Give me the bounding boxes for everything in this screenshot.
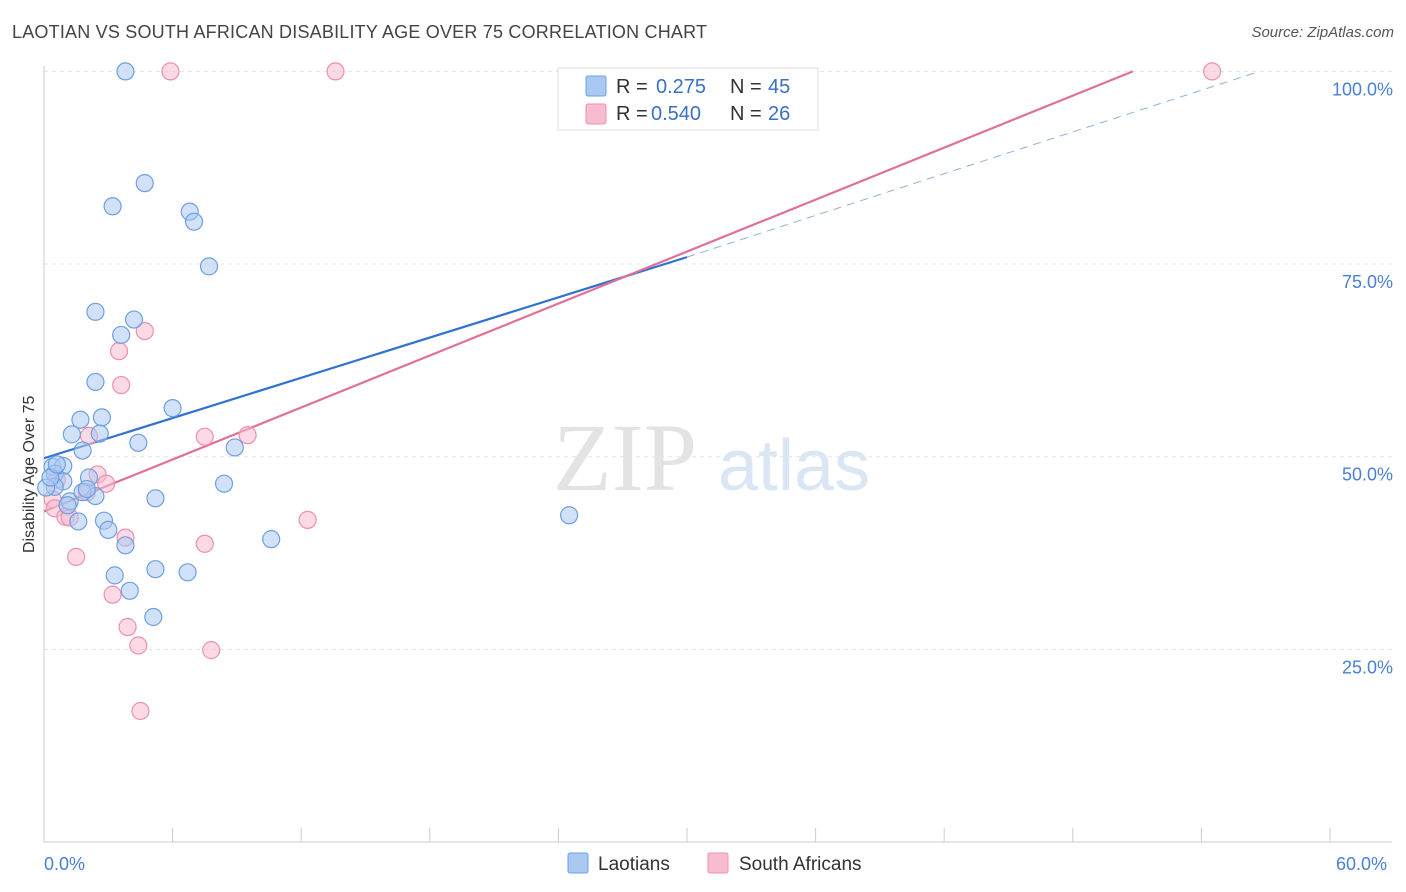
point-laotian-33 [262, 530, 281, 549]
watermark-atlas: atlas [718, 426, 870, 506]
bottom-legend-swatch-laotians [567, 852, 589, 874]
point-laotian-32 [116, 536, 135, 555]
source-credit: Source: ZipAtlas.com [1251, 24, 1394, 41]
point-laotian-36 [178, 563, 197, 582]
axes [43, 66, 1392, 843]
legend-r-value-south-africans: 0.540 [651, 103, 701, 125]
point-laotian-12 [92, 408, 111, 427]
point-south-african-3 [135, 322, 154, 341]
point-south-african-4 [109, 342, 129, 361]
point-south-african-7 [195, 427, 214, 446]
point-laotian-44 [47, 455, 66, 474]
trend-extension-laotians [686, 70, 1260, 258]
trend-line-south-africans [43, 70, 1134, 513]
point-south-african-19 [195, 534, 214, 553]
x-tick-label-min: 0.0% [44, 854, 85, 874]
point-south-african-24 [202, 641, 221, 660]
point-laotian-37 [105, 566, 124, 585]
point-laotian-4 [184, 212, 204, 231]
point-laotian-13 [62, 425, 81, 444]
point-laotian-43 [58, 496, 77, 515]
point-south-african-1 [326, 62, 345, 81]
point-south-african-22 [118, 617, 137, 637]
point-south-african-23 [129, 636, 148, 655]
y-axis-label: Disability Age Over 75 [21, 395, 38, 553]
point-south-african-10 [97, 474, 116, 493]
trend-line-laotians [43, 256, 688, 460]
point-laotian-15 [129, 433, 148, 452]
point-laotian-28 [146, 489, 165, 508]
point-south-african-21 [103, 585, 122, 604]
point-laotian-1 [135, 174, 154, 193]
x-tick-label-max: 60.0% [1336, 854, 1387, 874]
point-south-african-0 [161, 62, 180, 81]
bottom-legend-label-south-africans: South Africans [739, 854, 862, 875]
point-laotian-30 [69, 512, 88, 531]
point-laotian-39 [144, 607, 163, 627]
y-tick-label-75: 75.0% [1342, 272, 1393, 292]
legend-n-label-laotians: N = [730, 76, 762, 98]
data-points [37, 62, 1222, 721]
legend-swatch-south-africans [585, 103, 607, 125]
point-laotian-17 [73, 441, 92, 460]
bottom-legend-swatch-south-africans [707, 852, 729, 874]
legend-n-value-laotians: 45 [768, 76, 790, 98]
point-south-african-5 [112, 375, 131, 395]
legend-n-label-south-africans: N = [730, 103, 762, 125]
trend-lines [43, 70, 1260, 513]
point-laotian-9 [86, 372, 105, 392]
point-laotian-25 [214, 474, 234, 493]
point-laotian-11 [71, 410, 90, 429]
y-tick-labels: 25.0% 50.0% 75.0% 100.0% [1332, 79, 1393, 677]
point-laotian-42 [77, 479, 96, 499]
y-tick-label-100: 100.0% [1332, 79, 1393, 99]
point-laotian-31 [99, 520, 118, 540]
point-laotian-2 [103, 197, 122, 216]
top-legend: R = 0.275 N = 45 R = 0.540 N = 26 [557, 67, 819, 131]
legend-swatch-laotians [585, 75, 607, 97]
bottom-legend: Laotians South Africans [567, 852, 862, 875]
point-laotian-6 [86, 302, 105, 321]
legend-r-label-laotians: R = [616, 76, 648, 98]
point-south-african-2 [1203, 62, 1222, 81]
point-laotian-34 [560, 506, 579, 525]
legend-n-value-south-africans: 26 [768, 103, 790, 125]
watermark-zip: ZIP [553, 404, 697, 511]
point-laotian-38 [120, 581, 139, 600]
point-south-african-8 [238, 426, 257, 445]
chart-title: LAOTIAN VS SOUTH AFRICAN DISABILITY AGE … [12, 22, 708, 42]
point-laotian-14 [90, 424, 109, 443]
point-south-african-20 [67, 547, 86, 566]
point-laotian-8 [112, 325, 131, 345]
y-tick-label-25: 25.0% [1342, 657, 1393, 677]
legend-r-value-laotians: 0.275 [656, 76, 706, 98]
point-laotian-16 [225, 438, 244, 457]
bottom-legend-label-laotians: Laotians [598, 854, 670, 875]
point-south-african-25 [131, 701, 150, 721]
point-laotian-10 [163, 399, 182, 418]
point-laotian-35 [146, 560, 165, 579]
legend-r-label-south-africans: R = [616, 103, 648, 125]
point-south-african-17 [298, 510, 317, 529]
point-laotian-7 [124, 310, 144, 329]
grid-lines [44, 70, 1392, 650]
y-tick-label-50: 50.0% [1342, 465, 1393, 485]
point-laotian-5 [199, 257, 219, 276]
point-laotian-0 [116, 62, 135, 81]
